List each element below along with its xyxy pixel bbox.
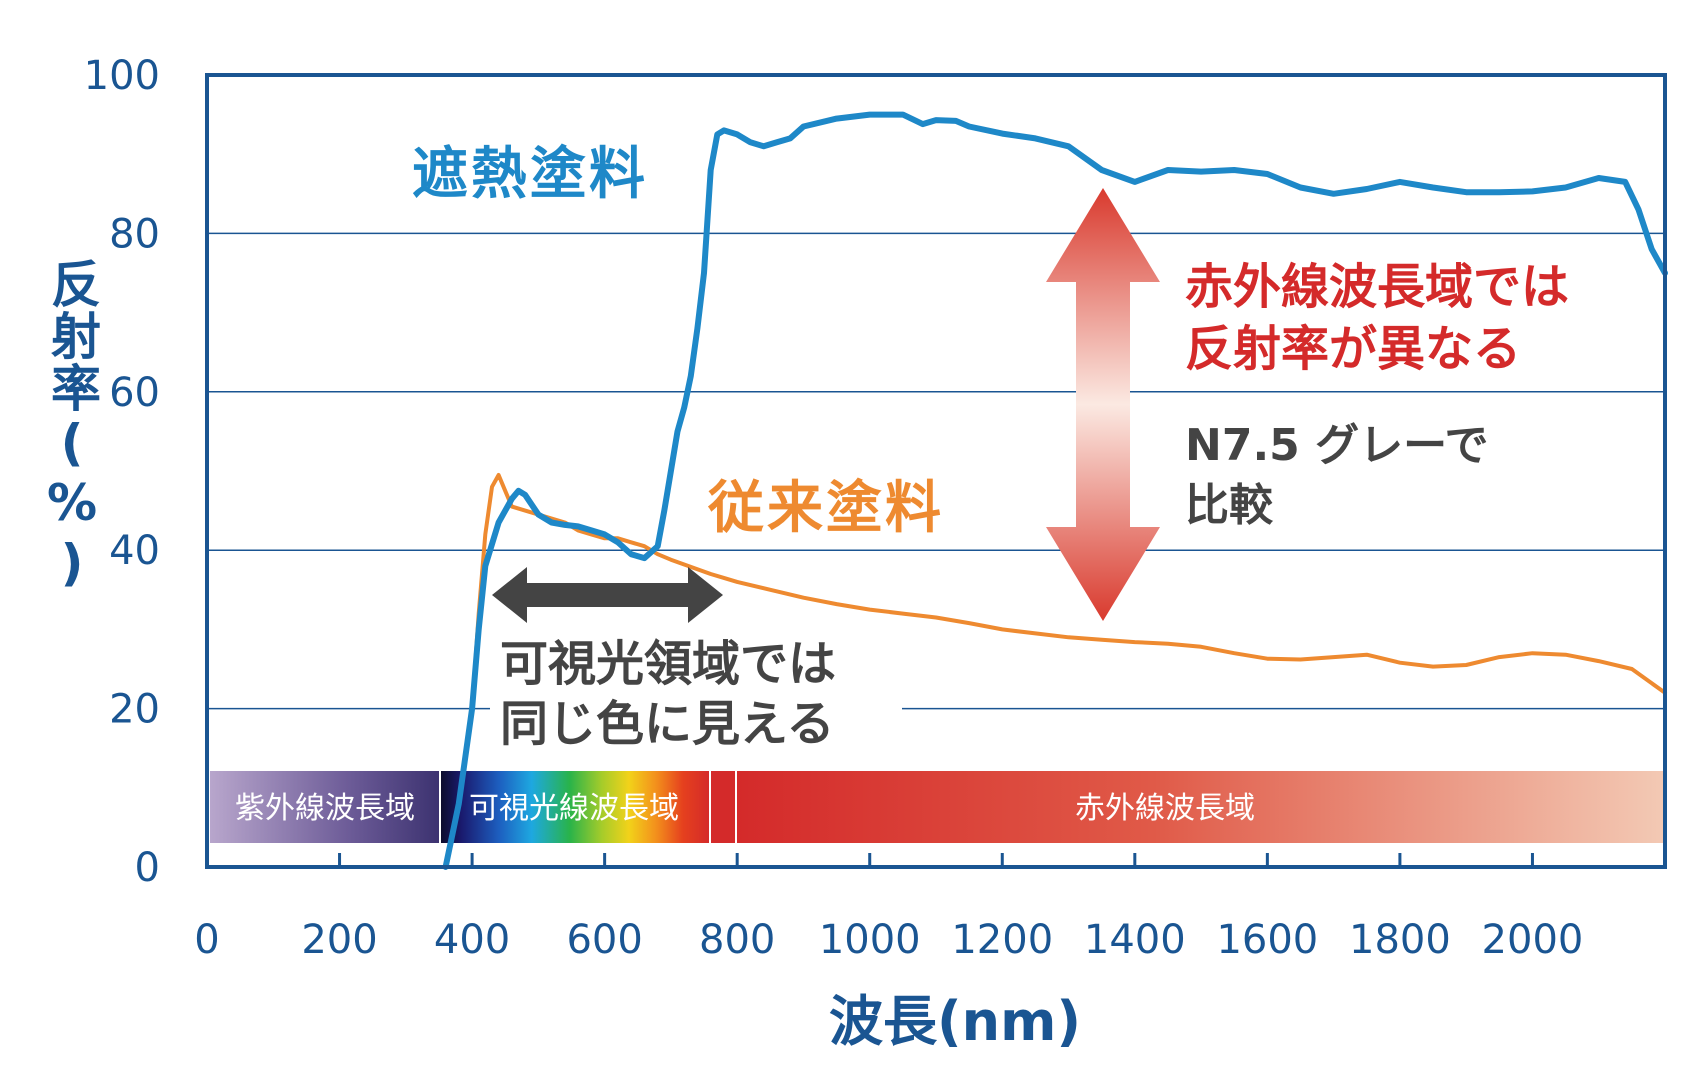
gridlines (207, 232, 1665, 710)
x-tick-label: 1400 (1084, 917, 1186, 963)
ir-note-line1: 赤外線波長域では (1185, 259, 1569, 315)
y-tick-label: 0 (135, 845, 160, 891)
x-axis-label: 波長(nm) (829, 990, 1081, 1053)
ir-difference-arrow (1046, 188, 1160, 621)
thermal-paint-series-line (442, 111, 1668, 870)
x-tick-label: 1800 (1349, 917, 1451, 963)
y-tick-label: 20 (109, 687, 160, 733)
y-tick-label: 40 (109, 528, 160, 574)
plot-frame (205, 73, 1667, 869)
visible-band (440, 771, 710, 843)
x-tick-label: 2000 (1482, 917, 1584, 963)
conventional-paint-label: 従来塗料 (707, 476, 944, 541)
ir-note-line2: 反射率が異なる (1185, 321, 1521, 377)
visible-note-line2: 同じ色に見える (500, 696, 835, 752)
x-tick-label: 1600 (1216, 917, 1318, 963)
thermal-paint-label: 遮熱塗料 (412, 142, 648, 207)
y-axis-label: 反射率(%) (43, 258, 101, 594)
x-tick-label: 0 (194, 917, 219, 963)
x-tick-label: 800 (699, 917, 775, 963)
gray-note-line1: N7.5 グレーで (1185, 420, 1488, 471)
ir-band-label: 赤外線波長域 (1075, 791, 1255, 826)
visible-note-backing (490, 630, 902, 754)
x-tick-label: 400 (434, 917, 510, 963)
x-tick-label: 600 (566, 917, 642, 963)
x-tick-label: 200 (301, 917, 377, 963)
visible-range-arrow (492, 567, 723, 623)
y-tick-label: 80 (109, 211, 160, 257)
gray-note-line2: 比較 (1185, 480, 1274, 531)
ir-band-start (710, 771, 736, 843)
visible-note-line1: 可視光領域では (500, 636, 836, 692)
y-tick-label: 100 (84, 53, 160, 99)
x-tick-label: 1000 (819, 917, 921, 963)
conventional-paint-series-line (443, 473, 1667, 869)
uv-band (210, 771, 440, 843)
uv-band-label: 紫外線波長域 (235, 791, 415, 826)
visible-band-label: 可視光線波長域 (469, 791, 679, 826)
x-tick-label: 1200 (951, 917, 1053, 963)
ir-band (736, 771, 1663, 843)
spectrum-bands: 紫外線波長域 可視光線波長域 赤外線波長域 (210, 771, 1663, 843)
y-tick-label: 60 (109, 370, 160, 416)
